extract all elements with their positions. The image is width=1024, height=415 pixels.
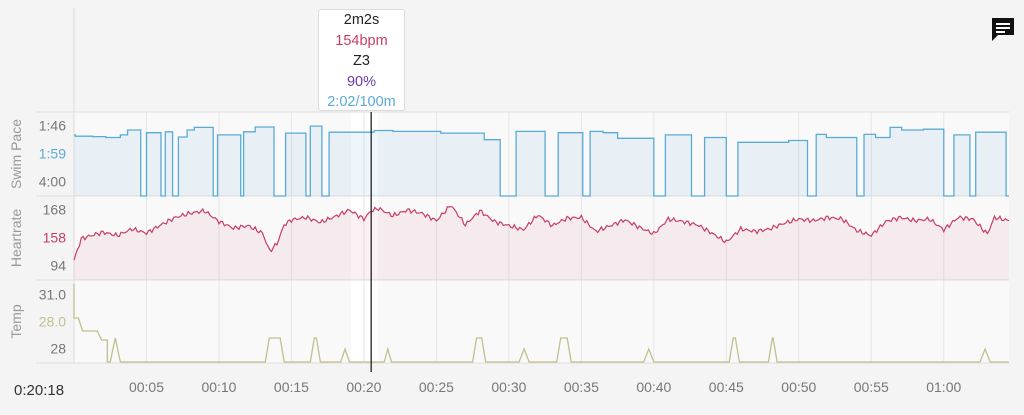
y-tick-label: 28 bbox=[50, 341, 66, 357]
x-tick-label: 00:50 bbox=[781, 379, 816, 395]
comment-icon[interactable] bbox=[990, 16, 1016, 42]
heartrate-panel: Heartrate 168 94 158 bbox=[8, 202, 1010, 280]
x-tick-label: 00:40 bbox=[636, 379, 671, 395]
y-tick-label: 31.0 bbox=[39, 287, 66, 303]
x-tick-label: 01:00 bbox=[926, 379, 961, 395]
heartrate-line bbox=[73, 205, 1010, 261]
tooltip-pace: 2:02/100m bbox=[327, 94, 396, 110]
y-average-label: 158 bbox=[43, 230, 67, 246]
y-tick-label: 1:46 bbox=[39, 118, 66, 134]
x-tick-label: 00:25 bbox=[419, 379, 454, 395]
tooltip-heartrate: 154bpm bbox=[335, 32, 388, 49]
y-tick-label: 94 bbox=[50, 258, 66, 274]
x-tick-label: 00:55 bbox=[854, 379, 889, 395]
x-tick-label: 00:05 bbox=[129, 379, 164, 395]
tooltip-time: 2m2s bbox=[343, 12, 380, 28]
x-tick-label: 00:10 bbox=[201, 379, 236, 395]
temp-line bbox=[73, 284, 1009, 363]
y-axis-title: Heartrate bbox=[8, 209, 24, 268]
swim-pace-area bbox=[74, 126, 1009, 196]
hover-tooltip: 2m2s 154bpm Z3 90% 2:02/100m bbox=[318, 9, 405, 111]
heartrate-area bbox=[74, 206, 1009, 280]
swim-pace-line bbox=[74, 125, 1009, 197]
y-average-label: 1:59 bbox=[39, 146, 66, 162]
x-tick-label: 00:45 bbox=[709, 379, 744, 395]
tooltip-percent: 90% bbox=[346, 73, 377, 90]
y-axis-title: Temp bbox=[8, 304, 24, 338]
x-axis: 00:05 00:10 00:15 00:20 00:25 00:30 00:35 00:40… bbox=[129, 379, 962, 395]
y-tick-label: 168 bbox=[43, 202, 67, 218]
y-axis-title: Swim Pace bbox=[8, 119, 24, 189]
y-tick-label: 4:00 bbox=[39, 174, 66, 190]
plot-area bbox=[74, 112, 1009, 363]
temp-panel: Temp 31.0 28 28.0 bbox=[8, 284, 1009, 363]
tooltip-zone: Z3 bbox=[353, 53, 370, 69]
x-tick-label: 00:20 bbox=[346, 379, 381, 395]
swim-pace-panel: Swim Pace 1:46 4:00 1:59 bbox=[8, 118, 1009, 197]
chart-grid bbox=[36, 8, 1009, 364]
cursor-highlight-band bbox=[351, 112, 379, 363]
elapsed-time: 0:20:18 bbox=[14, 382, 65, 399]
y-average-label: 28.0 bbox=[39, 314, 66, 330]
x-tick-label: 00:30 bbox=[491, 379, 526, 395]
x-tick-label: 00:15 bbox=[274, 379, 309, 395]
x-tick-label: 00:35 bbox=[564, 379, 599, 395]
